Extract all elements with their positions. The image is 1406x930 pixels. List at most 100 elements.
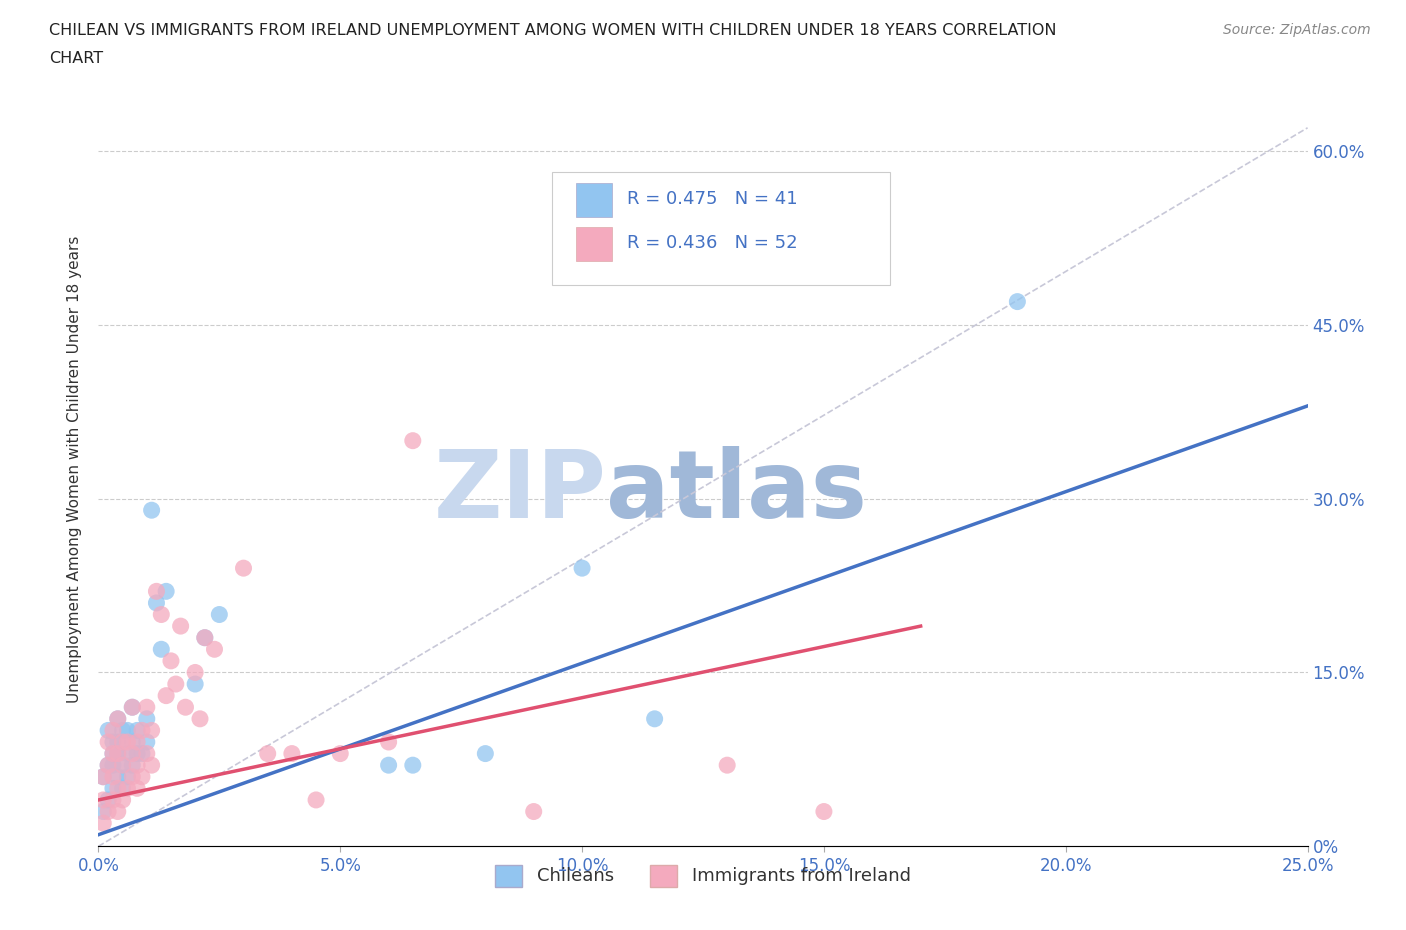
Point <box>121 769 143 784</box>
Point <box>107 735 129 750</box>
Point <box>145 584 167 599</box>
Text: atlas: atlas <box>606 446 868 538</box>
Point <box>91 792 114 807</box>
Point <box>101 746 124 761</box>
Point <box>127 758 149 773</box>
Point <box>402 433 425 448</box>
Point <box>1007 294 1029 309</box>
Point <box>107 711 129 726</box>
Point <box>145 595 167 610</box>
Point <box>97 792 120 807</box>
Point <box>97 758 120 773</box>
Point <box>101 746 124 761</box>
Point <box>107 746 129 761</box>
Point <box>208 607 231 622</box>
Point <box>281 746 304 761</box>
Point <box>169 618 191 633</box>
Point <box>107 781 129 796</box>
Point <box>644 711 666 726</box>
Point <box>121 699 143 714</box>
Point <box>107 804 129 819</box>
Point <box>174 699 197 714</box>
Point <box>204 642 226 657</box>
Point <box>127 735 149 750</box>
Point <box>256 746 278 761</box>
Text: ZIP: ZIP <box>433 446 606 538</box>
Point <box>402 758 425 773</box>
Point <box>184 665 207 680</box>
Y-axis label: Unemployment Among Women with Children Under 18 years: Unemployment Among Women with Children U… <box>67 236 83 703</box>
Point <box>141 723 163 737</box>
FancyBboxPatch shape <box>551 172 890 286</box>
Point <box>716 758 738 773</box>
Point <box>121 699 143 714</box>
Point <box>97 804 120 819</box>
Point <box>523 804 546 819</box>
Point <box>131 746 153 761</box>
Point <box>150 607 173 622</box>
Point <box>101 792 124 807</box>
Point <box>101 758 124 773</box>
Point <box>107 769 129 784</box>
Point <box>571 561 593 576</box>
Point <box>91 804 114 819</box>
Point <box>188 711 211 726</box>
Point <box>117 723 139 737</box>
Point <box>813 247 835 262</box>
Point <box>121 758 143 773</box>
Point <box>377 758 399 773</box>
Point <box>111 758 134 773</box>
Bar <box>576 183 613 218</box>
Point <box>135 711 157 726</box>
Point <box>127 746 149 761</box>
Point <box>111 792 134 807</box>
Point <box>474 746 496 761</box>
Point <box>127 723 149 737</box>
Bar <box>576 227 613 261</box>
Point <box>117 746 139 761</box>
Point <box>150 642 173 657</box>
Text: CHART: CHART <box>49 51 103 66</box>
Point <box>813 804 835 819</box>
Point <box>101 781 124 796</box>
Point <box>101 735 124 750</box>
Point <box>155 584 177 599</box>
Point <box>97 758 120 773</box>
Text: R = 0.475   N = 41: R = 0.475 N = 41 <box>627 191 797 208</box>
Point <box>111 781 134 796</box>
Point <box>111 723 134 737</box>
Point <box>194 631 217 645</box>
Point <box>117 781 139 796</box>
Point <box>135 735 157 750</box>
Point <box>184 677 207 692</box>
Point <box>107 746 129 761</box>
Point <box>111 735 134 750</box>
Point <box>160 654 183 669</box>
Point <box>165 677 187 692</box>
Text: R = 0.436   N = 52: R = 0.436 N = 52 <box>627 234 797 252</box>
Point <box>107 711 129 726</box>
Point <box>377 735 399 750</box>
Point <box>111 758 134 773</box>
Point <box>232 561 254 576</box>
Point <box>131 723 153 737</box>
Point <box>127 781 149 796</box>
Point <box>329 746 352 761</box>
Point <box>121 746 143 761</box>
Point <box>305 792 328 807</box>
Point <box>135 746 157 761</box>
Point <box>155 688 177 703</box>
Point <box>194 631 217 645</box>
Point <box>91 769 114 784</box>
Point <box>131 769 153 784</box>
Point <box>121 735 143 750</box>
Text: CHILEAN VS IMMIGRANTS FROM IRELAND UNEMPLOYMENT AMONG WOMEN WITH CHILDREN UNDER : CHILEAN VS IMMIGRANTS FROM IRELAND UNEMP… <box>49 23 1057 38</box>
Legend: Chileans, Immigrants from Ireland: Chileans, Immigrants from Ireland <box>488 857 918 894</box>
Point <box>141 758 163 773</box>
Point <box>91 769 114 784</box>
Text: Source: ZipAtlas.com: Source: ZipAtlas.com <box>1223 23 1371 37</box>
Point <box>117 769 139 784</box>
Point <box>135 699 157 714</box>
Point <box>91 816 114 830</box>
Point <box>117 735 139 750</box>
